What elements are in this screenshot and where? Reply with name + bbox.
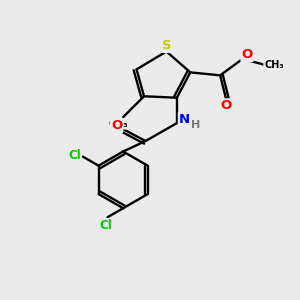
Text: CH₃: CH₃: [109, 119, 128, 129]
Text: N: N: [179, 113, 190, 126]
Text: H: H: [191, 120, 200, 130]
Text: Cl: Cl: [68, 149, 81, 162]
Text: S: S: [162, 39, 171, 52]
Text: CH₃: CH₃: [264, 60, 284, 70]
Text: Cl: Cl: [100, 219, 112, 232]
Text: O: O: [220, 99, 232, 112]
Text: O: O: [242, 48, 253, 61]
Text: O: O: [111, 119, 122, 132]
